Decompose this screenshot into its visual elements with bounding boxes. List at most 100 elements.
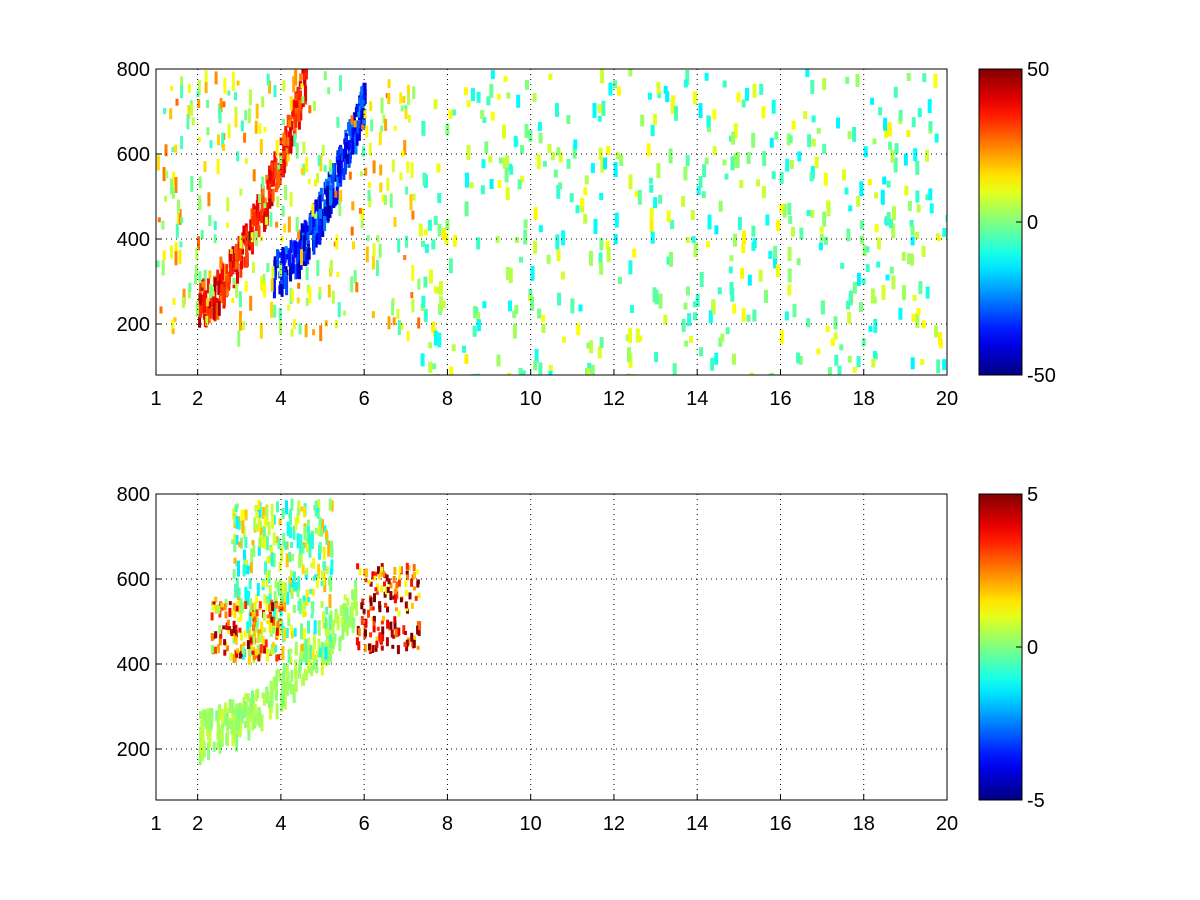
heatmap-cell	[307, 178, 311, 184]
heatmap-cell	[285, 553, 289, 568]
heatmap-cell	[207, 192, 211, 207]
heatmap-cell	[210, 645, 214, 654]
heatmap-cell	[300, 506, 304, 512]
heatmap-cell	[681, 318, 686, 332]
heatmap-cell	[351, 201, 355, 211]
heatmap-cell	[724, 173, 729, 180]
heatmap-cell	[248, 89, 252, 106]
heatmap-cell	[530, 296, 534, 311]
heatmap-cell	[321, 220, 325, 237]
heatmap-cell	[560, 271, 565, 280]
heatmap-cell	[239, 597, 243, 614]
heatmap-cells	[198, 498, 422, 766]
heatmap-cell	[282, 80, 286, 92]
heatmap-cell	[236, 271, 239, 284]
heatmap-cell	[418, 621, 422, 631]
heatmap-cell	[666, 210, 671, 223]
heatmap-cell	[404, 601, 408, 609]
heatmap-cell	[936, 235, 941, 242]
heatmap-cell	[163, 108, 167, 115]
heatmap-cell	[261, 535, 265, 549]
heatmap-cell	[345, 627, 349, 636]
heatmap-cell	[566, 115, 571, 124]
heatmap-cell	[252, 652, 256, 661]
heatmap-cell	[277, 164, 281, 170]
heatmap-cell	[409, 194, 413, 211]
heatmap-cell	[262, 525, 266, 541]
heatmap-cell	[865, 246, 870, 253]
heatmap-cell	[391, 159, 395, 173]
heatmap-cell	[278, 603, 282, 608]
heatmap-cell	[358, 568, 362, 576]
heatmap-cell	[833, 316, 838, 330]
heatmap-cell	[327, 648, 331, 665]
heatmap-cell	[235, 561, 239, 567]
heatmap-cell	[706, 115, 711, 128]
heatmap-cell	[279, 320, 282, 335]
colorbar-tick-label: -5	[1027, 790, 1045, 812]
heatmap-cell	[717, 287, 722, 295]
heatmap-cell	[387, 79, 391, 89]
heatmap-cell	[239, 610, 243, 622]
heatmap-cell	[393, 620, 397, 630]
heatmap-cell	[384, 602, 388, 608]
x-tick-label: 12	[603, 388, 625, 410]
heatmap-cell	[292, 571, 296, 582]
heatmap-cell	[287, 649, 291, 664]
heatmap-cell	[198, 746, 202, 766]
heatmap-cell	[384, 195, 387, 205]
heatmap-cell	[273, 85, 277, 98]
heatmap-cell	[562, 336, 566, 343]
heatmap-cell	[344, 155, 348, 171]
heatmap-cell	[555, 103, 559, 117]
heatmap-cell	[339, 189, 343, 202]
heatmap-cell	[369, 632, 373, 638]
heatmap-cell	[363, 644, 367, 653]
heatmap-cell	[398, 566, 402, 574]
colorbar: 50-5	[978, 484, 1045, 812]
heatmap-cell	[297, 247, 301, 261]
heatmap-cell	[476, 237, 481, 250]
heatmap-cell	[302, 246, 306, 262]
colorbar-tick-label: -50	[1027, 365, 1056, 387]
heatmap-cell	[307, 663, 311, 674]
heatmap-cell	[220, 284, 224, 297]
heatmap-cell	[289, 648, 293, 654]
heatmap-cell	[261, 96, 265, 108]
heatmap-cell	[314, 179, 318, 187]
heatmap-cell	[317, 155, 321, 167]
heatmap-cell	[246, 621, 250, 634]
heatmap-cell	[273, 161, 277, 179]
heatmap-cell	[856, 272, 861, 286]
heatmap-cell	[827, 367, 832, 375]
heatmap-cell	[412, 571, 416, 579]
heatmap-cell	[197, 99, 201, 109]
heatmap-cell	[248, 578, 252, 590]
heatmap-cell	[710, 357, 715, 371]
heatmap-cell	[370, 119, 374, 132]
heatmap-cell	[268, 585, 272, 599]
heatmap-cell	[171, 186, 175, 199]
heatmap-cell	[846, 228, 851, 242]
heatmap-cell	[913, 148, 918, 162]
heatmap-cell	[324, 320, 328, 327]
heatmap-cell	[214, 604, 218, 614]
heatmap-cell	[264, 639, 268, 648]
heatmap-cell	[265, 174, 269, 184]
heatmap-cell	[489, 179, 494, 189]
heatmap-cell	[847, 311, 852, 324]
heatmap-cell	[270, 552, 274, 567]
heatmap-cell	[223, 603, 227, 611]
heatmap-cell	[240, 537, 243, 549]
heatmap-cell	[269, 211, 273, 227]
heatmap-cell	[172, 298, 176, 305]
heatmap-cell	[299, 534, 303, 550]
heatmap-cell	[891, 223, 896, 239]
heatmap-cell	[490, 70, 495, 80]
heatmap-cell	[235, 266, 239, 275]
heatmap-cell	[290, 241, 294, 250]
heatmap-cell	[302, 603, 305, 618]
heatmap-cell	[302, 69, 306, 80]
heatmap-cell	[311, 648, 315, 659]
heatmap-cell	[318, 542, 322, 553]
